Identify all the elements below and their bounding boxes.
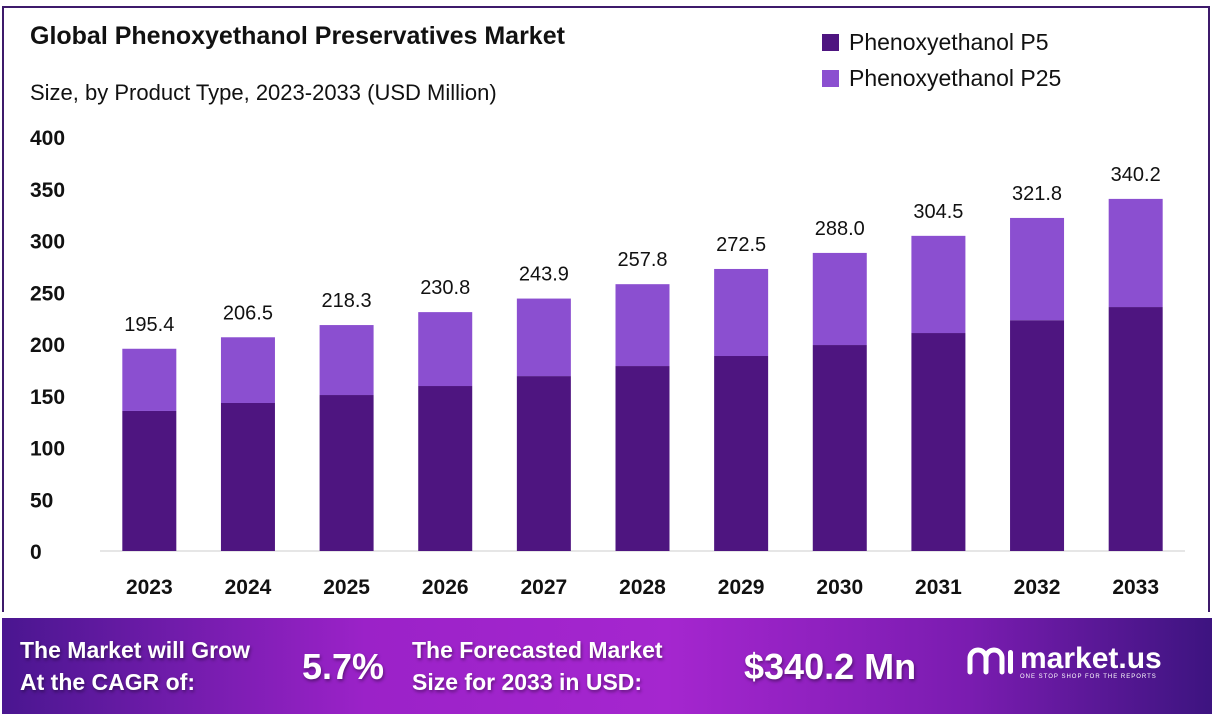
y-tick-label: 300 [30,231,65,254]
bar-segment-p25 [911,235,966,334]
bar-segment-p5 [516,376,571,551]
x-tick-label: 2031 [915,576,962,599]
logo-name: market.us [1020,642,1162,675]
forecast-label-line1: The Forecasted Market [412,637,663,663]
y-tick-label: 50 [30,489,53,512]
total-data-label: 218.3 [322,290,372,312]
legend-item-p25: Phenoxyethanol P25 [822,60,1061,96]
total-data-label: 230.8 [420,277,470,299]
chart-subtitle: Size, by Product Type, 2023-2033 (USD Mi… [30,80,497,105]
bar-segment-p5 [122,410,177,551]
forecast-value: $340.2 Mn [744,646,917,687]
cagr-label-line2: At the CAGR of: [20,669,196,695]
logo-mark-icon [967,647,1013,675]
bar-segment-p25 [319,325,374,396]
bar-segment-p25 [714,268,769,357]
x-tick-label: 2025 [323,576,370,599]
legend-label-p5: Phenoxyethanol P5 [849,28,1049,55]
bar-segment-p5 [220,402,275,551]
forecast-label: The Forecasted Market Size for 2033 in U… [412,634,663,698]
bar-segment-p5 [714,356,769,551]
forecast-label-line2: Size for 2033 in USD: [412,669,643,695]
legend-label-p25: Phenoxyethanol P25 [849,64,1062,91]
total-data-label: 257.8 [617,249,667,271]
x-tick-label: 2024 [225,576,272,599]
footer-banner: The Market will Grow At the CAGR of: 5.7… [2,618,1212,714]
x-tick-label: 2033 [1112,576,1159,599]
cagr-label-line1: The Market will Grow [20,637,251,663]
legend-swatch-p25 [822,69,839,87]
bar-segment-p25 [615,284,670,367]
legend-swatch-p5 [822,33,839,51]
y-tick-label: 150 [30,386,65,409]
y-tick-label: 200 [30,334,65,357]
bar-segment-p25 [122,348,177,411]
y-tick-label: 350 [30,179,65,202]
bar-segment-p5 [1108,307,1163,551]
x-tick-label: 2027 [521,576,568,599]
bar-segment-p25 [1108,198,1163,308]
bar-segment-p5 [812,345,867,551]
total-data-label: 340.2 [1111,164,1161,186]
bar-segment-p25 [1010,217,1065,321]
x-tick-label: 2029 [718,576,765,599]
total-data-label: 206.5 [223,302,273,324]
bar-segment-p5 [418,386,473,551]
bar-segment-p25 [220,337,275,403]
y-tick-label: 100 [30,438,65,461]
total-data-label: 272.5 [716,234,766,256]
cagr-value: 5.7% [302,646,385,687]
total-data-label: 195.4 [124,314,174,336]
bar-segment-p5 [615,366,670,551]
x-tick-label: 2032 [1014,576,1061,599]
chart-title: Global Phenoxyethanol Preservatives Mark… [30,22,565,50]
market-us-logo: market.us ONE STOP SHOP FOR THE REPORTS [964,642,1162,682]
bar-segment-p5 [911,333,966,551]
total-data-label: 288.0 [815,218,865,240]
total-data-label: 321.8 [1012,183,1062,205]
bar-chart: 0 50 100 150 200 250 300 350 400 195.4 2023 206.5 20… [30,127,1185,599]
bar-segment-p5 [1010,320,1065,551]
total-data-label: 243.9 [519,264,569,286]
y-tick-label: 400 [30,127,65,150]
y-tick-label: 0 [30,541,42,564]
y-tick-label: 250 [30,282,65,305]
logo-tagline: ONE STOP SHOP FOR THE REPORTS [1020,674,1157,680]
legend-item-p5: Phenoxyethanol P5 [822,24,1061,60]
legend: Phenoxyethanol P5 Phenoxyethanol P25 [822,24,1061,96]
x-tick-label: 2023 [126,576,173,599]
x-tick-label: 2030 [816,576,863,599]
total-data-label: 304.5 [913,201,963,223]
bar-segment-p25 [418,312,473,387]
bar-segment-p5 [319,395,374,551]
bar-segment-p25 [516,298,571,377]
cagr-label: The Market will Grow At the CAGR of: [20,634,250,698]
x-tick-label: 2028 [619,576,666,599]
bar-segment-p25 [812,252,867,346]
chart-frame [2,6,1210,612]
x-tick-label: 2026 [422,576,469,599]
